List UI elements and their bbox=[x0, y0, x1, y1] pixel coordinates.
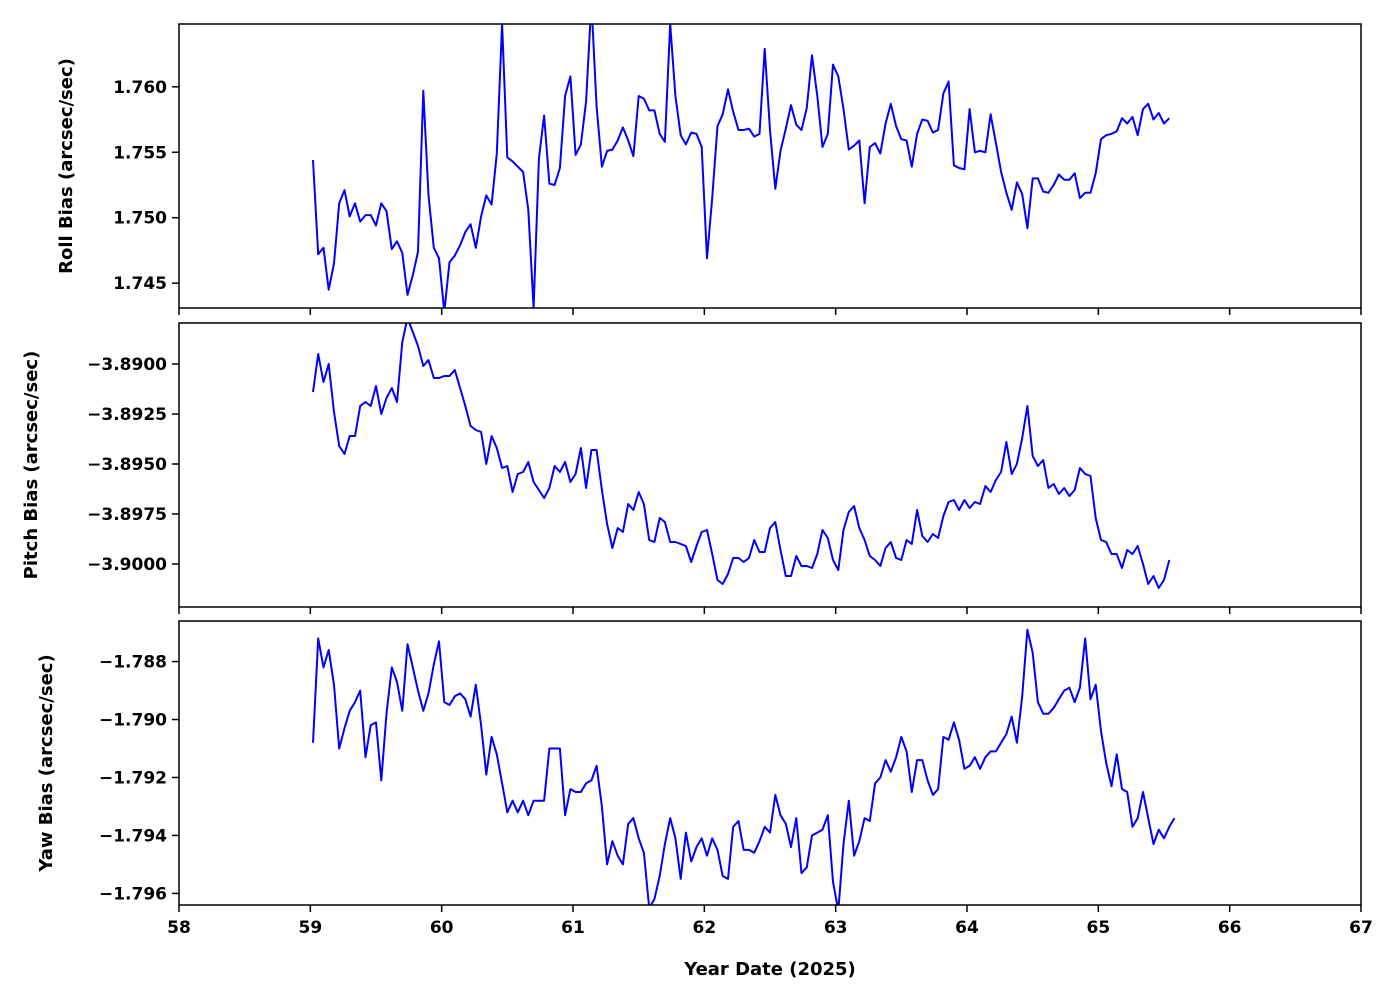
y-axis-title: Roll Bias (arcsec/sec) bbox=[56, 58, 77, 274]
panel-frame bbox=[178, 620, 1362, 906]
x-tick-label: 59 bbox=[298, 918, 322, 938]
x-tick-label: 61 bbox=[561, 918, 585, 938]
y-tick-label: 1.745 bbox=[113, 274, 167, 294]
y-tick-label: −1.788 bbox=[99, 653, 167, 673]
panel-1: 1.745 1.750 1.755 1.760 Roll Bias (arcsec/se… bbox=[56, 23, 1362, 315]
y-tick-label: −1.794 bbox=[99, 826, 167, 846]
y-tick-label: −3.8950 bbox=[87, 455, 167, 475]
y-tick-label: −3.9000 bbox=[87, 555, 167, 575]
x-tick-label: 60 bbox=[430, 918, 454, 938]
x-tick-label: 58 bbox=[167, 918, 191, 938]
x-tick-label: 66 bbox=[1218, 918, 1242, 938]
x-axis-title: Year Date (2025) bbox=[683, 959, 856, 980]
y-tick-label: 1.760 bbox=[113, 78, 167, 98]
y-tick-label: −3.8925 bbox=[87, 405, 167, 425]
y-axis-title: Pitch Bias (arcsec/sec) bbox=[21, 351, 42, 580]
x-tick-label: 63 bbox=[824, 918, 848, 938]
series-line-3-1 bbox=[312, 628, 1176, 905]
x-tick-label: 65 bbox=[1086, 918, 1110, 938]
y-tick-label: −1.790 bbox=[99, 711, 167, 731]
series-line-1-1 bbox=[312, 24, 1171, 308]
x-tick-label: 62 bbox=[692, 918, 716, 938]
y-tick-label: 1.750 bbox=[113, 209, 167, 229]
series-line-2-1 bbox=[312, 323, 1171, 589]
y-tick-label: −1.796 bbox=[99, 884, 167, 904]
y-tick-label: −3.8900 bbox=[87, 355, 167, 375]
y-tick-label: −1.792 bbox=[99, 768, 167, 788]
x-tick-label: 64 bbox=[955, 918, 979, 938]
y-axis-title: Yaw Bias (arcsec/sec) bbox=[36, 654, 57, 872]
panel-frame bbox=[178, 322, 1362, 608]
y-tick-label: 1.755 bbox=[113, 143, 167, 163]
panel-2: −3.8900 −3.8925 −3.8950 −3.8975 −3.9000 Pitch… bbox=[21, 322, 1362, 614]
x-tick-label: 67 bbox=[1349, 918, 1373, 938]
panel-frame bbox=[178, 23, 1362, 309]
y-tick-label: −3.8975 bbox=[87, 505, 167, 525]
